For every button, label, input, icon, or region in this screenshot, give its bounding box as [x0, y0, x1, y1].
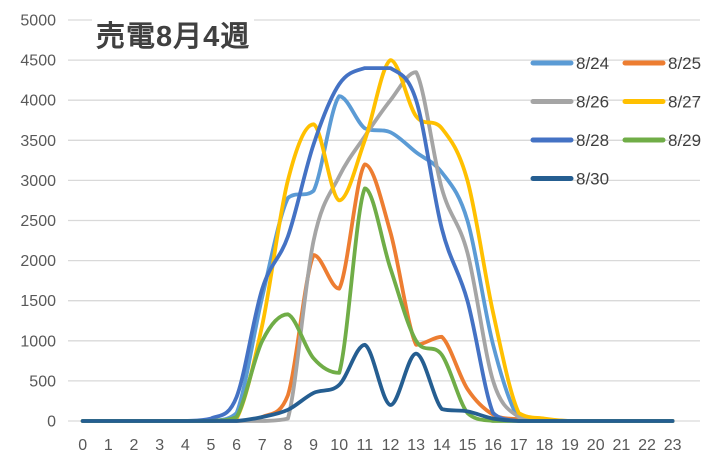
x-axis-tick-label: 23 [664, 437, 682, 454]
series-line-8/29 [80, 186, 675, 423]
x-axis-tick-label: 17 [510, 437, 528, 454]
legend-item-8/24: 8/24 [530, 54, 609, 73]
legend-item-8/26: 8/26 [530, 93, 609, 112]
x-axis-tick-label: 4 [181, 437, 190, 454]
legend-item-8/30: 8/30 [530, 170, 609, 189]
legend-label-8/25: 8/25 [668, 54, 701, 73]
y-axis-tick-label: 3500 [20, 133, 56, 150]
legend-label-8/28: 8/28 [576, 131, 609, 150]
x-axis-tick-label: 15 [459, 437, 477, 454]
x-axis-tick-label: 18 [536, 437, 554, 454]
x-axis-tick-label: 14 [433, 437, 451, 454]
series-line-8/25 [80, 162, 675, 423]
chart-title: 売電8月4週 [92, 13, 255, 55]
x-axis-tick-label: 12 [382, 437, 400, 454]
x-axis-tick-label: 11 [357, 437, 374, 454]
legend-label-8/29: 8/29 [668, 131, 701, 150]
y-axis-tick-label: 4000 [20, 93, 56, 110]
x-axis-tick-label: 20 [587, 437, 605, 454]
legend-label-8/27: 8/27 [668, 93, 701, 112]
x-axis-tick-label: 16 [484, 437, 502, 454]
y-axis-tick-label: 0 [47, 414, 56, 431]
x-axis-tick-label: 13 [407, 437, 425, 454]
x-axis-tick-label: 5 [206, 437, 215, 454]
x-axis-tick-label: 8 [283, 437, 292, 454]
x-axis-tick-label: 10 [330, 437, 348, 454]
x-axis-tick-label: 0 [78, 437, 87, 454]
y-axis-tick-label: 4500 [20, 53, 56, 70]
y-axis-tick-label: 3000 [20, 173, 56, 190]
series-line-8/27 [80, 58, 675, 423]
legend-label-8/24: 8/24 [576, 54, 609, 73]
legend-label-8/26: 8/26 [576, 93, 609, 112]
y-axis-tick-label: 1000 [20, 333, 56, 350]
legend-item-8/27: 8/27 [622, 93, 701, 112]
series-line-8/26 [80, 70, 675, 423]
legend-item-8/25: 8/25 [622, 54, 701, 73]
x-axis-tick-label: 21 [612, 437, 630, 454]
x-axis-tick-label: 19 [561, 437, 579, 454]
series-line-8/30 [80, 342, 675, 423]
series-line-8/28 [80, 66, 675, 423]
y-axis-tick-label: 1500 [20, 293, 56, 310]
x-axis-tick-label: 7 [258, 437, 267, 454]
x-axis-tick-label: 22 [638, 437, 656, 454]
x-axis-tick-label: 9 [309, 437, 318, 454]
y-axis-tick-label: 500 [29, 373, 56, 390]
legend-item-8/29: 8/29 [622, 131, 701, 150]
y-axis-tick-label: 5000 [20, 13, 56, 30]
x-axis-tick-label: 3 [155, 437, 164, 454]
y-axis-tick-label: 2500 [20, 213, 56, 230]
y-axis-tick-label: 2000 [20, 253, 56, 270]
x-axis-tick-label: 1 [104, 437, 113, 454]
x-axis-tick-label: 6 [232, 437, 241, 454]
legend-label-8/30: 8/30 [576, 170, 609, 189]
x-axis-tick-label: 2 [130, 437, 139, 454]
legend-item-8/28: 8/28 [530, 131, 609, 150]
